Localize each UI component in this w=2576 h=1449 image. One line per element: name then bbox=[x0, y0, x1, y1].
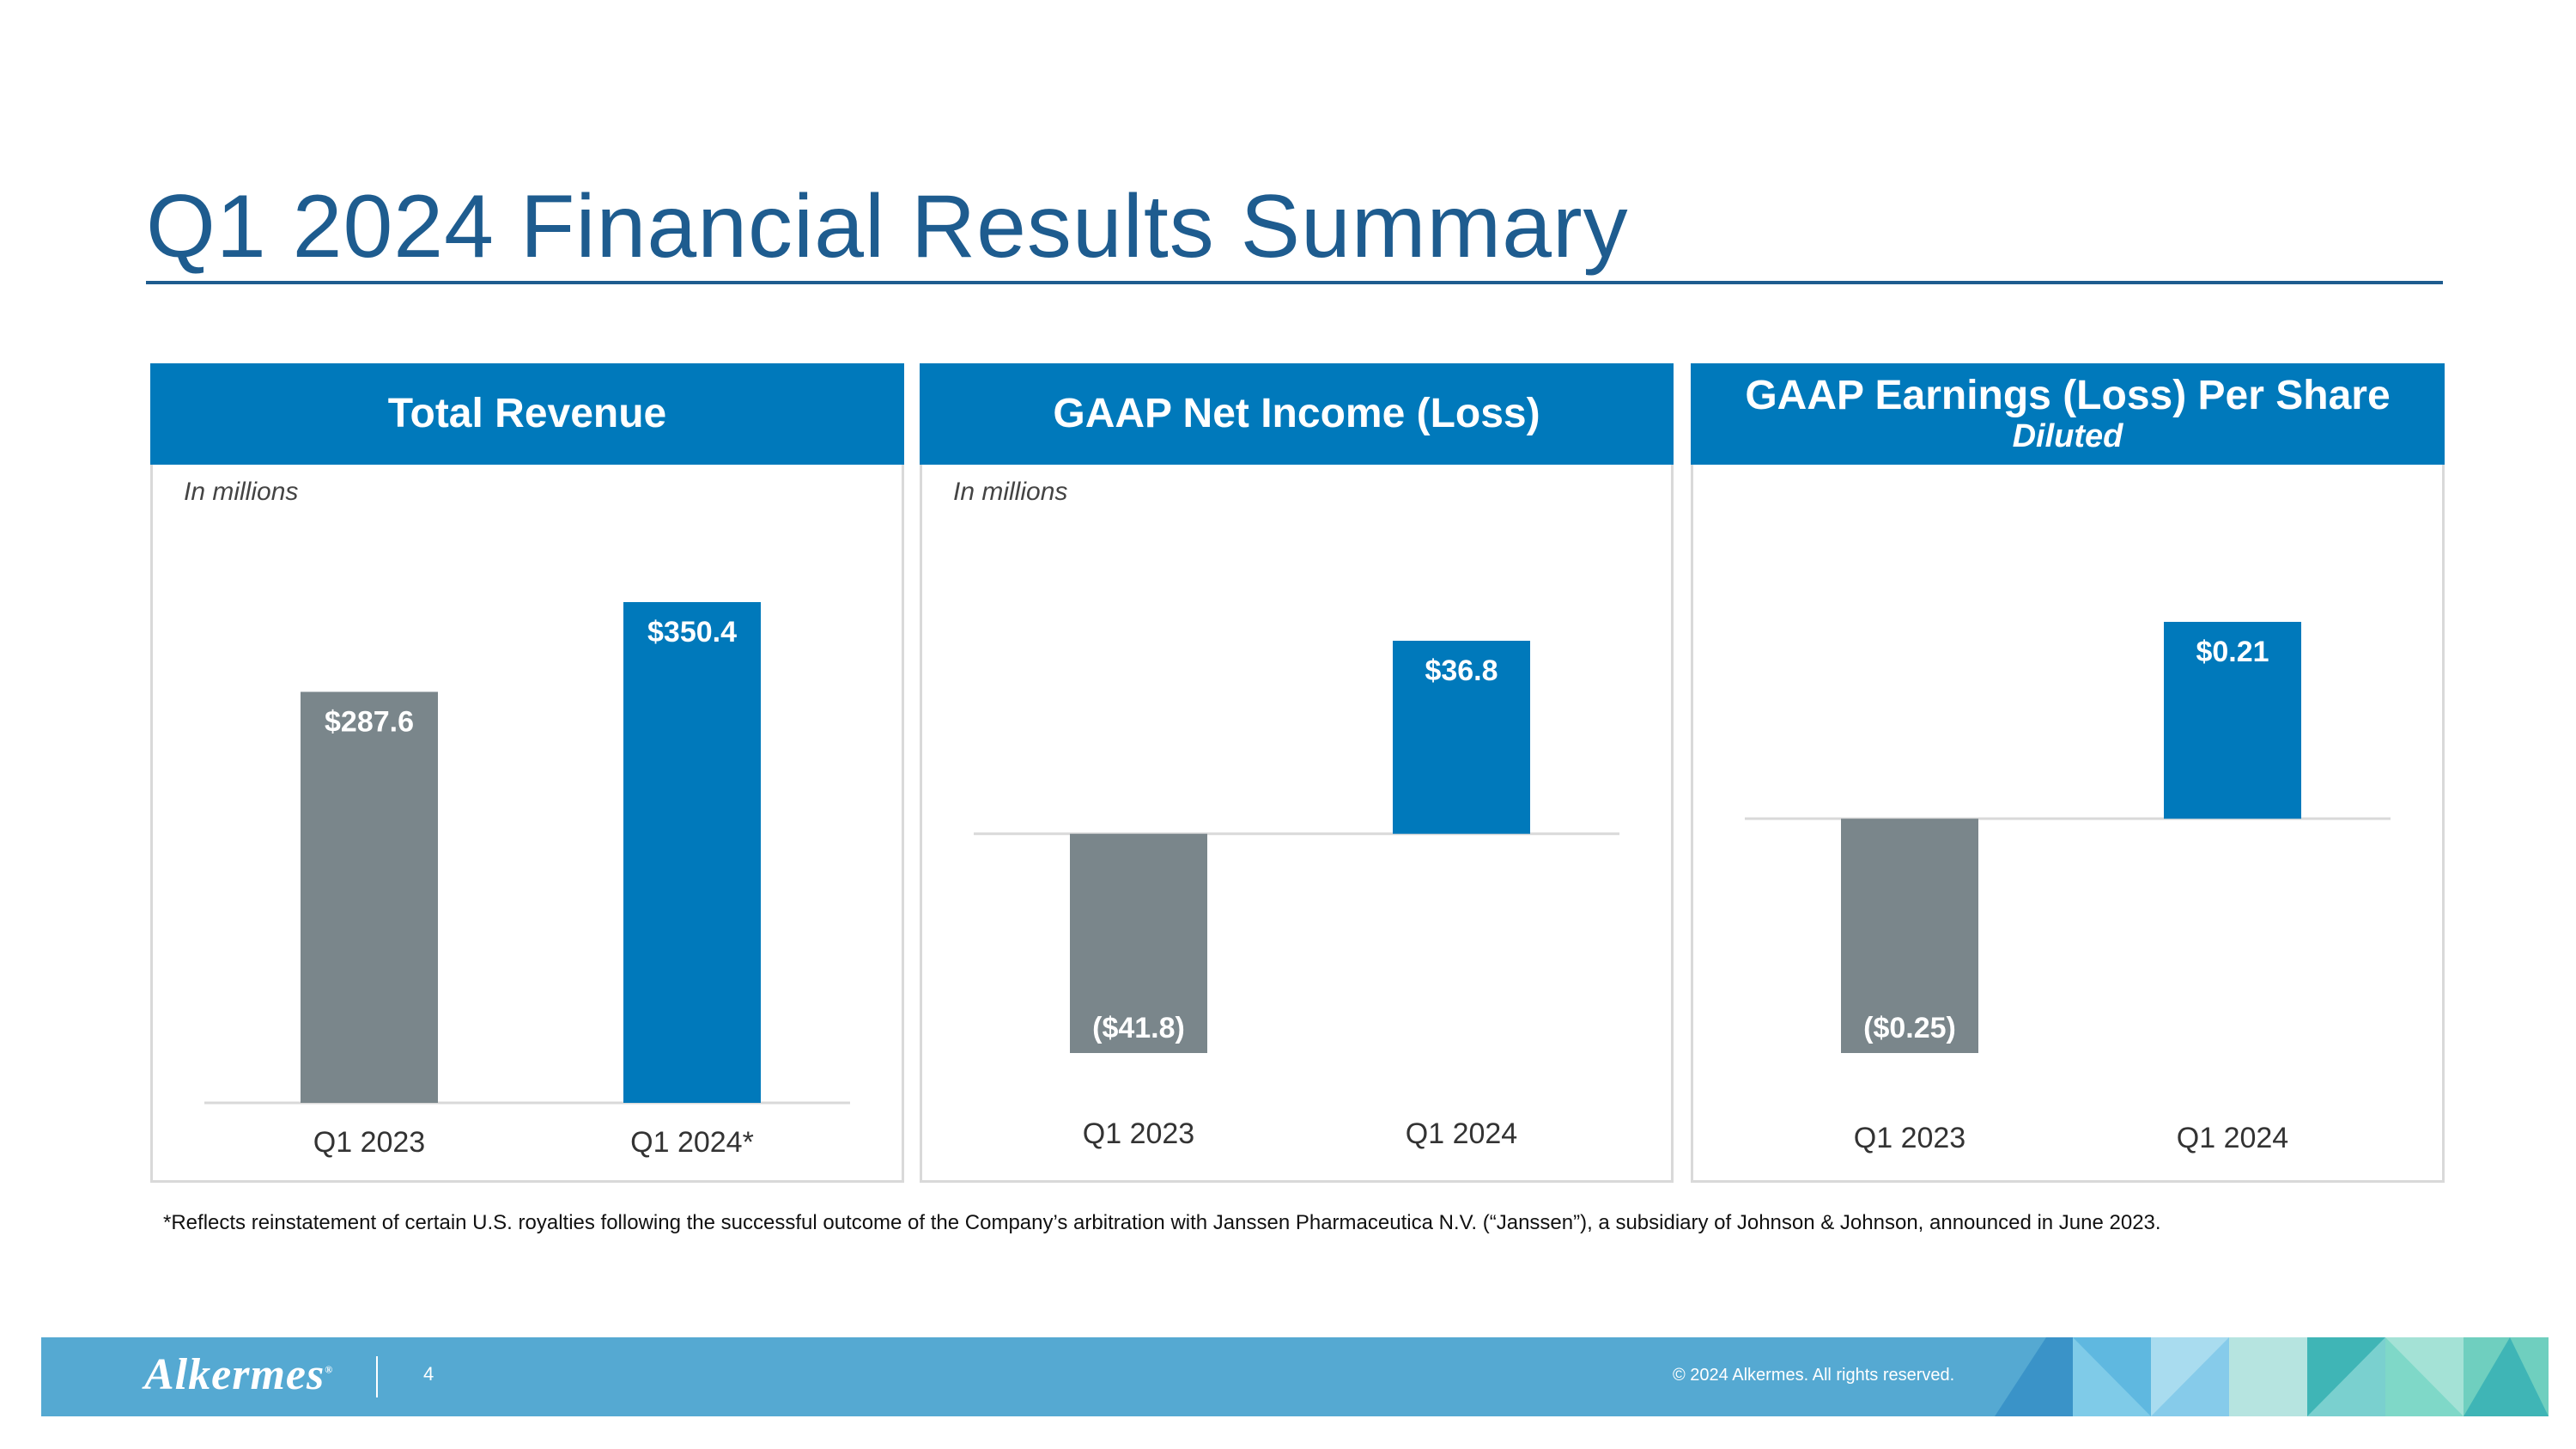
category-label: Q1 2024 bbox=[2177, 1122, 2288, 1154]
data-label: $350.4 bbox=[647, 616, 737, 648]
category-label: Q1 2023 bbox=[1083, 1117, 1194, 1150]
alkermes-logo: Alkermes® bbox=[144, 1350, 334, 1399]
data-label: $287.6 bbox=[325, 705, 414, 738]
net-income-panel: GAAP Net Income (Loss) In millions ($41.… bbox=[920, 363, 1674, 1183]
panel-header: Total Revenue bbox=[150, 363, 904, 465]
panel-header: GAAP Net Income (Loss) bbox=[920, 363, 1674, 465]
data-label: ($0.25) bbox=[1863, 1012, 1956, 1044]
decorative-tiles bbox=[1995, 1337, 2549, 1416]
footer-separator bbox=[376, 1356, 378, 1397]
slide-title: Q1 2024 Financial Results Summary bbox=[146, 177, 1629, 277]
data-label: ($41.8) bbox=[1092, 1012, 1185, 1044]
unit-note: In millions bbox=[184, 478, 299, 506]
panel-title: GAAP Net Income (Loss) bbox=[1053, 390, 1540, 436]
data-label: $0.21 bbox=[2196, 636, 2269, 668]
footer-bar: Alkermes® 4 © 2024 Alkermes. All rights … bbox=[41, 1337, 2549, 1416]
panel-subtitle: Diluted bbox=[2012, 417, 2123, 454]
eps-chart: ($0.25) Q1 2023 $0.21 Q1 2024 bbox=[1745, 622, 2391, 1154]
panel-header: GAAP Earnings (Loss) Per Share Diluted bbox=[1691, 363, 2445, 465]
net-income-chart: ($41.8) Q1 2023 $36.8 Q1 2024 bbox=[974, 641, 1619, 1150]
panel-title: Total Revenue bbox=[387, 390, 667, 436]
total-revenue-chart: $287.6 Q1 2023 $350.4 Q1 2024* bbox=[204, 602, 850, 1159]
data-label: $36.8 bbox=[1425, 654, 1498, 687]
copyright: © 2024 Alkermes. All rights reserved. bbox=[1673, 1366, 1955, 1385]
category-label: Q1 2023 bbox=[313, 1126, 425, 1159]
page-number: 4 bbox=[423, 1363, 434, 1385]
category-label: Q1 2024* bbox=[630, 1126, 754, 1159]
title-divider bbox=[146, 281, 2443, 284]
bar-q1-2024 bbox=[1393, 641, 1530, 834]
unit-note: In millions bbox=[953, 478, 1068, 506]
total-revenue-panel: Total Revenue In millions $287.6 Q1 2023 $… bbox=[150, 363, 904, 1183]
panel-title: GAAP Earnings (Loss) Per Share bbox=[1745, 372, 2391, 418]
bar-q1-2023 bbox=[301, 691, 438, 1103]
bar-q1-2023 bbox=[1070, 833, 1207, 1053]
bar-q1-2024 bbox=[623, 602, 761, 1103]
category-label: Q1 2023 bbox=[1854, 1122, 1965, 1154]
bar-q1-2024 bbox=[2164, 622, 2301, 819]
bar-q1-2023 bbox=[1841, 819, 1978, 1053]
logo-text: Alkermes bbox=[144, 1350, 325, 1399]
category-label: Q1 2024 bbox=[1406, 1117, 1517, 1150]
eps-panel: GAAP Earnings (Loss) Per Share Diluted (… bbox=[1691, 363, 2445, 1183]
footnote: *Reflects reinstatement of certain U.S. … bbox=[163, 1211, 2161, 1234]
